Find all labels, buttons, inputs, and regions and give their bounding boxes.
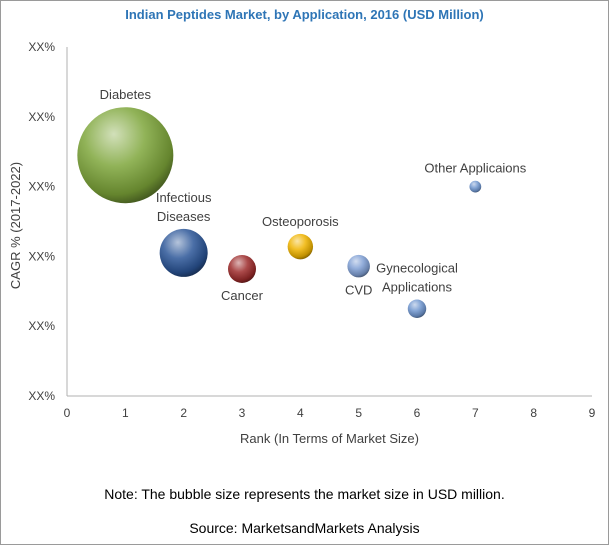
bubble-chart: XX% XX% XX% XX% XX% XX% 0 1 2 3 4 5 6 7 8 9 Diabetes In… bbox=[8, 40, 596, 446]
x-tick-label: 6 bbox=[414, 406, 421, 420]
y-tick-label: XX% bbox=[28, 319, 55, 333]
x-tick-label: 3 bbox=[239, 406, 246, 420]
x-tick-label: 0 bbox=[64, 406, 71, 420]
bubble-cvd bbox=[347, 254, 370, 278]
y-tick-label: XX% bbox=[28, 249, 55, 263]
bubble-labels: Diabetes Infectious Diseases Cancer Osteopor… bbox=[100, 87, 527, 303]
bubble-label: Other Applicaions bbox=[424, 161, 526, 176]
y-tick-label: XX% bbox=[28, 180, 55, 194]
x-axis-label: Rank (In Terms of Market Size) bbox=[240, 431, 419, 446]
bubble-label: Osteoporosis bbox=[262, 214, 339, 229]
y-tick-label: XX% bbox=[28, 110, 55, 124]
x-tick-label: 9 bbox=[589, 406, 596, 420]
x-tick-labels: 0 1 2 3 4 5 6 7 8 9 bbox=[64, 406, 596, 420]
x-tick-label: 2 bbox=[180, 406, 187, 420]
bubble-other-applicaions bbox=[469, 180, 482, 193]
bubble-infectious-diseases bbox=[159, 228, 208, 277]
bubble-label: Diseases bbox=[157, 209, 211, 224]
bubble-series bbox=[77, 107, 482, 318]
x-tick-label: 7 bbox=[472, 406, 479, 420]
chart-note: Note: The bubble size represents the mar… bbox=[104, 486, 505, 502]
bubble-diabetes bbox=[77, 107, 174, 204]
bubble-label: Gynecological bbox=[376, 261, 458, 276]
bubble-label: Diabetes bbox=[100, 87, 152, 102]
x-tick-label: 1 bbox=[122, 406, 129, 420]
y-tick-label: XX% bbox=[28, 389, 55, 403]
bubble-label: Cancer bbox=[221, 288, 264, 303]
bubble-label: Applications bbox=[382, 280, 453, 295]
bubble-label: Infectious bbox=[156, 190, 212, 205]
bubble-gynecological-applications bbox=[407, 299, 427, 318]
y-tick-label: XX% bbox=[28, 40, 55, 54]
x-tick-label: 4 bbox=[297, 406, 304, 420]
y-tick-labels: XX% XX% XX% XX% XX% XX% bbox=[28, 40, 55, 403]
y-axis-label: CAGR % (2017-2022) bbox=[8, 162, 23, 289]
bubble-label: CVD bbox=[345, 282, 372, 297]
chart-source: Source: MarketsandMarkets Analysis bbox=[189, 520, 420, 536]
bubble-osteoporosis bbox=[287, 233, 314, 260]
chart-title: Indian Peptides Market, by Application, … bbox=[125, 7, 484, 22]
x-tick-label: 8 bbox=[530, 406, 537, 420]
x-tick-label: 5 bbox=[355, 406, 362, 420]
bubble-cancer bbox=[228, 254, 256, 283]
